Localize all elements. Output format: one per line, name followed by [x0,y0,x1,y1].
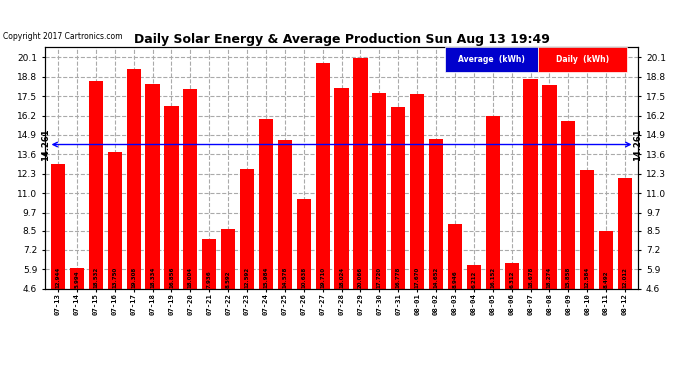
Text: 10.638: 10.638 [302,267,306,288]
Bar [240,170,254,289]
Text: 16.778: 16.778 [396,267,401,288]
Text: 16.856: 16.856 [169,267,174,288]
Text: 14.652: 14.652 [433,267,439,288]
Text: 13.750: 13.750 [112,267,117,288]
Bar [259,119,273,289]
Text: 18.678: 18.678 [528,267,533,288]
Text: 18.334: 18.334 [150,267,155,288]
Text: Copyright 2017 Cartronics.com: Copyright 2017 Cartronics.com [3,32,123,41]
Text: 15.984: 15.984 [264,267,268,288]
Text: 18.004: 18.004 [188,267,193,288]
Bar [373,93,386,289]
Text: 20.066: 20.066 [358,267,363,288]
Text: 8.946: 8.946 [453,270,457,288]
Bar [353,58,368,289]
Text: 14.578: 14.578 [282,267,287,288]
Text: 18.024: 18.024 [339,267,344,288]
Bar [599,231,613,289]
Text: Average  (kWh): Average (kWh) [458,55,525,64]
Text: 12.012: 12.012 [622,267,627,288]
Text: 19.308: 19.308 [131,267,136,288]
Text: Daily  (kWh): Daily (kWh) [556,55,609,64]
Text: 12.944: 12.944 [56,267,61,288]
Text: 7.936: 7.936 [207,270,212,288]
Bar [542,85,557,289]
Text: 14.261: 14.261 [41,128,50,161]
Text: 6.212: 6.212 [471,271,476,288]
Bar [146,84,159,289]
Bar [315,63,330,289]
Bar [202,239,217,289]
Bar [391,107,405,289]
Text: 15.858: 15.858 [566,267,571,288]
Bar [297,199,310,289]
Bar [524,78,538,289]
Bar [164,106,179,289]
Bar [561,121,575,289]
Bar [618,178,632,289]
Text: 12.584: 12.584 [584,267,590,288]
Bar [429,139,443,289]
Title: Daily Solar Energy & Average Production Sun Aug 13 19:49: Daily Solar Energy & Average Production … [134,33,549,46]
Bar [278,140,292,289]
Text: 16.152: 16.152 [490,267,495,288]
Bar [410,94,424,289]
Text: 5.994: 5.994 [75,270,79,288]
Bar [448,224,462,289]
Text: 19.710: 19.710 [320,267,325,288]
Bar [126,69,141,289]
Bar [466,265,481,289]
Bar [580,170,594,289]
Text: 8.592: 8.592 [226,270,230,288]
Bar [221,229,235,289]
Bar [184,88,197,289]
Bar [70,268,84,289]
Bar [335,88,348,289]
Bar [486,116,500,289]
Text: 14.261: 14.261 [633,128,642,161]
Text: 17.720: 17.720 [377,267,382,288]
Bar [89,81,103,289]
Bar [51,164,65,289]
Text: 6.312: 6.312 [509,271,514,288]
Text: 12.592: 12.592 [244,267,250,288]
Text: 17.670: 17.670 [415,267,420,288]
Text: 8.492: 8.492 [604,270,609,288]
Bar [504,263,519,289]
Text: 18.532: 18.532 [93,267,99,288]
Bar [108,152,122,289]
Text: 18.274: 18.274 [547,267,552,288]
